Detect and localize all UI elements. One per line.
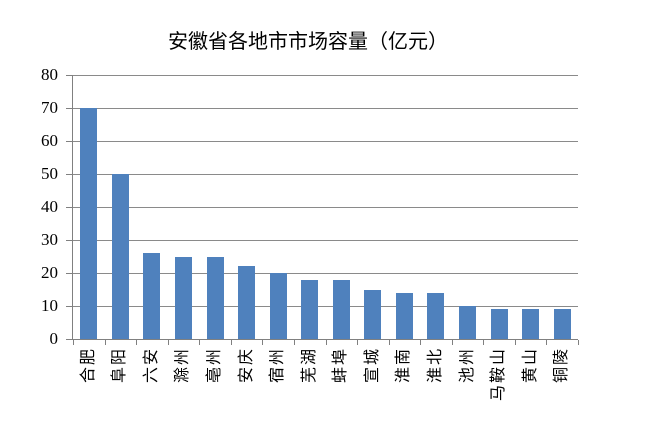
y-axis-label: 30: [41, 230, 58, 249]
gridline: [73, 141, 578, 142]
gridline: [73, 75, 578, 76]
bar: [459, 306, 477, 339]
bar: [111, 174, 129, 339]
x-axis-label: 阜阳: [111, 347, 129, 384]
bar: [174, 256, 192, 339]
y-axis-label: 80: [41, 65, 58, 84]
chart-title: 安徽省各地市市场容量（亿元）: [168, 31, 448, 53]
x-axis-label: 六安: [142, 347, 160, 384]
x-axis-label: 淮北: [426, 347, 444, 384]
y-axis-tick: [66, 306, 72, 307]
y-axis-tick: [66, 207, 72, 208]
bar: [269, 273, 287, 339]
y-axis-tick: [66, 339, 72, 340]
x-axis-tick: [293, 340, 295, 345]
x-axis-tick: [451, 340, 453, 345]
x-axis-label: 合肥: [79, 347, 97, 384]
x-axis-tick: [73, 340, 74, 345]
y-axis-label: 40: [41, 197, 58, 216]
gridline: [73, 240, 578, 241]
x-axis-tick: [546, 340, 548, 345]
gridline: [73, 174, 578, 175]
x-axis-tick: [262, 340, 264, 345]
x-axis-tick: [420, 340, 422, 345]
y-axis-label: 10: [41, 296, 58, 315]
gridline: [73, 108, 578, 109]
x-axis-tick: [136, 340, 138, 345]
x-axis-tick: [104, 340, 106, 345]
y-axis-tick: [66, 174, 72, 175]
x-axis-label: 安庆: [237, 347, 255, 384]
bar: [206, 256, 224, 339]
y-axis-tick: [66, 273, 72, 274]
y-axis-tick: [66, 240, 72, 241]
x-axis-label: 宿州: [269, 347, 287, 384]
x-axis-label: 芜湖: [300, 347, 318, 384]
bar: [522, 309, 540, 339]
gridline: [73, 306, 578, 307]
plot-area: 0 10 20 30 40 50 60 70 80 合肥 阜阳 六安 滁州 亳州 安庆 宿州 芜湖 蚌埠 宣城 淮南淮…: [41, 65, 579, 401]
x-axis-tick: [483, 340, 485, 345]
x-axis-tick: [514, 340, 516, 345]
x-axis-label: 马鞍山: [490, 347, 508, 402]
bar: [427, 292, 445, 339]
y-axis-label: 50: [41, 164, 58, 183]
bar: [395, 292, 413, 339]
bar: [553, 309, 571, 339]
bar: [238, 266, 256, 339]
x-axis-tick: [357, 340, 359, 345]
x-axis-tick: [199, 340, 201, 345]
x-axis-label: 池州: [458, 347, 476, 384]
x-axis-tick: [230, 340, 232, 345]
y-axis-label: 70: [41, 98, 58, 117]
bar: [332, 279, 350, 339]
y-axis-tick: [66, 141, 72, 142]
x-axis-label: 铜陵: [553, 347, 571, 384]
x-axis-label: 淮南: [395, 347, 413, 384]
x-axis-label: 蚌埠: [332, 347, 350, 384]
y-axis-label: 60: [41, 131, 58, 150]
x-axis-tick: [325, 340, 327, 345]
y-axis-label: 0: [49, 329, 59, 348]
x-axis-label: 滁州: [174, 347, 192, 384]
x-axis-tick: [578, 340, 579, 345]
bar: [143, 253, 161, 339]
bar: [80, 108, 98, 339]
x-axis-tick: [167, 340, 169, 345]
x-axis-label: 宣城: [363, 347, 381, 384]
x-axis-label: 亳州: [206, 347, 224, 384]
y-axis-label: 20: [41, 263, 58, 282]
x-axis-label: 黄山: [521, 347, 539, 384]
gridline: [73, 273, 578, 274]
y-axis-tick: [66, 75, 72, 76]
bar: [490, 309, 508, 339]
bar: [301, 279, 319, 339]
gridline: [73, 207, 578, 208]
y-axis-tick: [66, 108, 72, 109]
x-axis-tick: [388, 340, 390, 345]
bar: [364, 289, 382, 339]
